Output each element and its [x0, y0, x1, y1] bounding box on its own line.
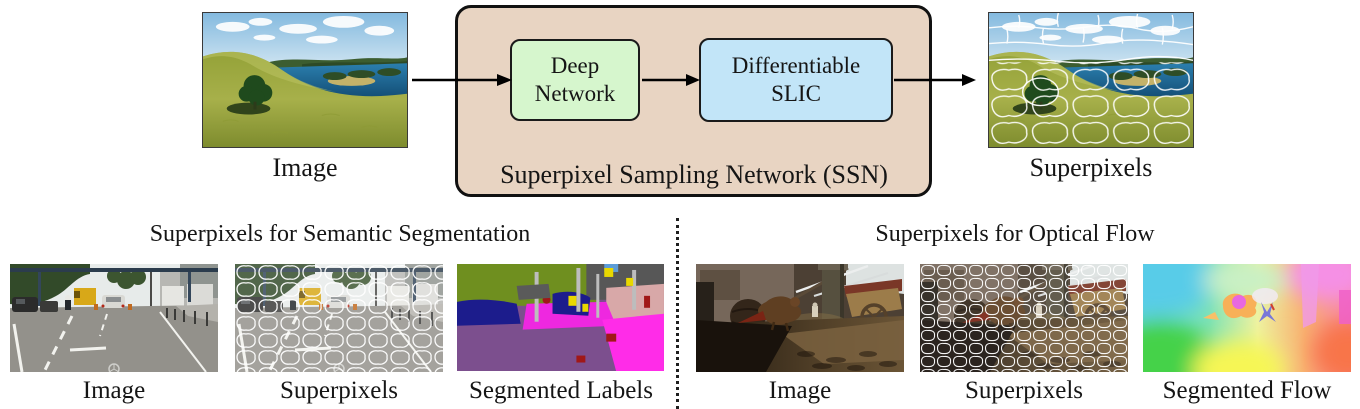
optical-flow-illustration: [1143, 264, 1351, 372]
segmented-labels-figure: Segmented Labels: [457, 264, 664, 404]
street-superpixels-illustration: [233, 262, 445, 376]
cityscapes-image-figure: Image: [8, 262, 220, 404]
market-superpixels-illustration: [918, 262, 1130, 374]
sintel-image-figure: Image: [694, 262, 906, 404]
segmented-flow-figure: Segmented Flow: [1143, 264, 1351, 404]
caption-right-superpixels: Superpixels: [964, 377, 1084, 404]
caption-segmented-flow: Segmented Flow: [1162, 377, 1332, 404]
sintel-superpixels-figure: Superpixels: [918, 262, 1130, 404]
arrowhead-icon: [962, 74, 976, 86]
input-image-figure: [202, 12, 408, 148]
output-superpixels-caption: Superpixels: [1029, 153, 1153, 182]
market-scene-illustration: [694, 262, 906, 374]
street-scene-illustration: [8, 262, 220, 376]
cityscapes-superpixels-figure: Superpixels: [233, 262, 445, 404]
pasture-landscape-illustration: [203, 13, 407, 147]
caption-segmented-labels: Segmented Labels: [469, 377, 653, 404]
segmentation-labels-illustration: [457, 264, 664, 372]
caption-right-image: Image: [768, 377, 832, 404]
optical-flow-title: Superpixels for Optical Flow: [875, 221, 1155, 247]
input-image-caption: Image: [272, 153, 338, 182]
differentiable-slic-box: Differentiable SLIC: [699, 38, 893, 122]
section-divider: [676, 218, 679, 409]
ssn-box-label: Superpixel Sampling Network (SSN): [500, 160, 888, 189]
output-superpixels-figure: [988, 12, 1194, 148]
pasture-superpixels-illustration: [989, 13, 1193, 147]
caption-left-image: Image: [82, 377, 146, 404]
semantic-segmentation-title: Superpixels for Semantic Segmentation: [149, 221, 531, 247]
caption-left-superpixels: Superpixels: [279, 377, 399, 404]
deep-network-box: Deep Network: [510, 39, 640, 121]
